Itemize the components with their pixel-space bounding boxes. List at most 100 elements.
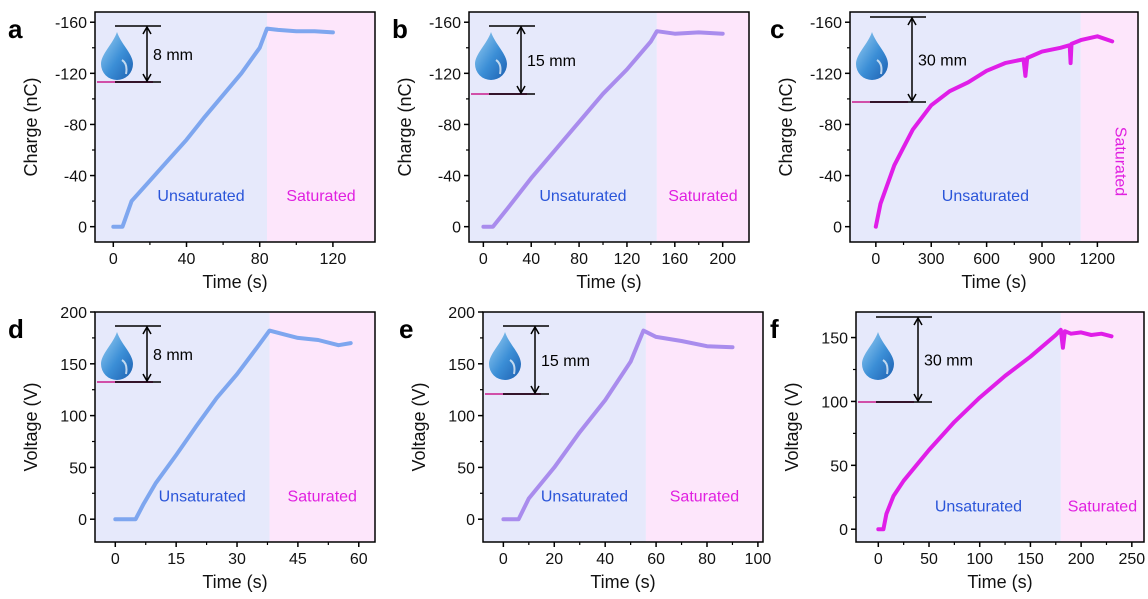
saturated-label: Saturated	[1068, 498, 1137, 515]
y-axis-label: Charge (nC)	[21, 77, 41, 176]
unsaturated-label: Unsaturated	[541, 489, 628, 506]
y-tick-label: -40	[438, 169, 461, 186]
y-tick-label: -120	[55, 66, 87, 83]
panel-label: a	[8, 14, 23, 44]
water-drop-icon	[101, 332, 133, 380]
x-tick-label: 250	[1118, 551, 1145, 568]
y-axis-label: Charge (nC)	[395, 77, 415, 176]
drop-highlight	[509, 359, 516, 375]
y-tick-label: -80	[64, 117, 87, 134]
unsaturated-label: Unsaturated	[159, 489, 246, 506]
water-drop-icon	[856, 32, 888, 80]
drop-highlight	[121, 359, 128, 375]
plot-frame	[482, 311, 764, 543]
y-tick-label: 50	[457, 460, 475, 477]
data-series-line	[113, 328, 353, 522]
y-tick-label: 100	[821, 394, 848, 411]
data-series-line	[481, 29, 725, 229]
y-tick-label: -120	[429, 66, 461, 83]
arrow-down-icon	[142, 373, 152, 383]
unsaturated-label: Unsaturated	[539, 188, 626, 205]
y-tick-label: 0	[452, 220, 461, 237]
y-tick-label: 50	[830, 458, 848, 475]
y-tick-label: 200	[60, 305, 87, 322]
y-tick-label: 100	[448, 409, 475, 426]
x-axis-label: Time (s)	[967, 572, 1032, 592]
water-drop-icon	[101, 32, 133, 80]
drop-height-label: 15 mm	[541, 353, 590, 370]
panel-label: e	[399, 314, 413, 344]
arrow-up-icon	[142, 325, 152, 335]
unsaturated-label: Unsaturated	[157, 188, 244, 205]
x-axis-label: Time (s)	[961, 272, 1026, 292]
panel-a: Unsaturated Saturated 0 40 80 120 0 -40 -80 -120 -…	[8, 11, 376, 292]
panel-f: Unsaturated Saturated 0 50 100 150 200 250 0 50 10…	[770, 311, 1145, 592]
x-tick-label: 0	[479, 251, 488, 268]
drop-height-label: 30 mm	[924, 353, 973, 370]
x-axis-label: Time (s)	[202, 272, 267, 292]
data-series-line	[873, 34, 1115, 229]
y-tick-label: 150	[448, 357, 475, 374]
x-tick-label: 100	[966, 551, 993, 568]
x-axis-label: Time (s)	[590, 572, 655, 592]
y-tick-label: 150	[821, 331, 848, 348]
x-tick-label: 40	[522, 251, 540, 268]
panel-d: Unsaturated Saturated 0 15 30 45 60 0 50 100 150 20…	[8, 305, 376, 592]
plot-frame	[849, 11, 1139, 243]
panel-label: d	[8, 314, 24, 344]
x-tick-label: 200	[1068, 551, 1095, 568]
y-tick-label: 0	[833, 220, 842, 237]
x-tick-label: 100	[745, 551, 772, 568]
x-tick-label: 15	[167, 551, 185, 568]
y-tick-label: -40	[819, 169, 842, 186]
panel-c: Unsaturated Saturated 0 300 600 900 1200 0 -40 -8…	[770, 11, 1139, 292]
plot-frame	[94, 11, 376, 243]
plot-frame	[468, 11, 750, 243]
panel-label: b	[392, 14, 408, 44]
x-tick-label: 20	[545, 551, 563, 568]
y-tick-label: 0	[839, 522, 848, 539]
data-series-line	[876, 327, 1114, 532]
data-series-line	[111, 26, 335, 229]
saturated-label: Saturated	[288, 489, 357, 506]
y-tick-label: -120	[810, 66, 842, 83]
y-tick-label: 100	[60, 409, 87, 426]
x-tick-label: 45	[289, 551, 307, 568]
arrow-down-icon	[516, 85, 526, 95]
drop-highlight	[882, 359, 889, 375]
y-tick-label: 0	[466, 512, 475, 529]
arrow-down-icon	[142, 73, 152, 83]
water-drop-icon	[862, 332, 894, 380]
arrow-up-icon	[907, 16, 917, 26]
drop-highlight	[495, 59, 502, 75]
x-tick-label: 120	[614, 251, 641, 268]
y-tick-label: 200	[448, 305, 475, 322]
x-tick-label: 40	[178, 251, 196, 268]
x-tick-label: 40	[596, 551, 614, 568]
x-tick-label: 600	[973, 251, 1000, 268]
x-tick-label: 0	[874, 551, 883, 568]
y-tick-label: -160	[55, 15, 87, 32]
x-tick-label: 0	[499, 551, 508, 568]
arrow-up-icon	[516, 25, 526, 35]
drop-height-label: 8 mm	[153, 47, 193, 64]
drop-highlight	[121, 59, 128, 75]
x-tick-label: 200	[709, 251, 736, 268]
saturated-region	[269, 312, 375, 542]
saturated-region	[1060, 312, 1144, 542]
y-tick-label: -160	[429, 15, 461, 32]
plot-frame	[94, 311, 376, 543]
y-axis-label: Charge (nC)	[776, 77, 796, 176]
x-tick-label: 50	[920, 551, 938, 568]
y-axis-label: Voltage (V)	[21, 382, 41, 471]
x-tick-label: 120	[320, 251, 347, 268]
y-axis-label: Voltage (V)	[409, 382, 429, 471]
saturated-label: Saturated	[1111, 127, 1128, 196]
arrow-up-icon	[530, 325, 540, 335]
y-tick-label: -80	[438, 117, 461, 134]
x-tick-label: 60	[647, 551, 665, 568]
unsaturated-label: Unsaturated	[942, 188, 1029, 205]
plot-frame	[855, 311, 1145, 543]
x-tick-label: 80	[251, 251, 269, 268]
